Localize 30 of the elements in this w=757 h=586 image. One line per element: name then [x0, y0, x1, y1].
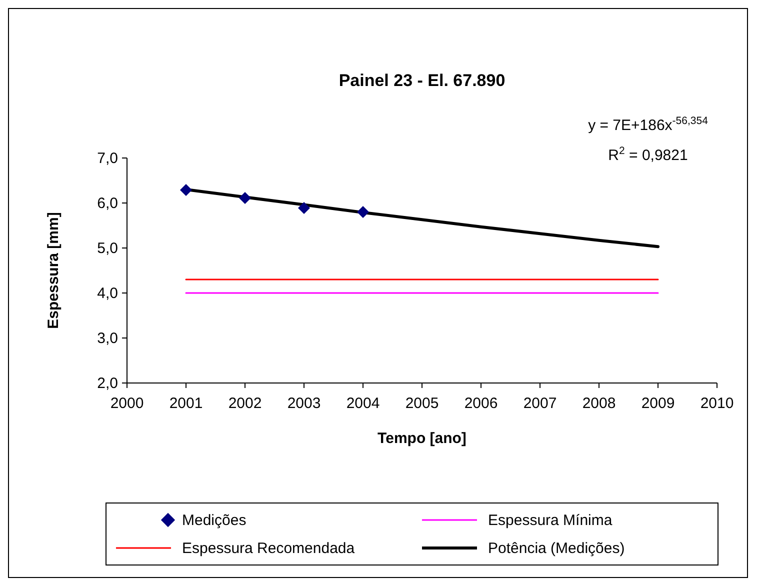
x-tick-label: 2008 [582, 395, 616, 412]
chart-title: Painel 23 - El. 67.890 [338, 71, 506, 90]
point [298, 202, 310, 214]
y-tick-label: 4,0 [97, 285, 118, 302]
x-tick-label: 2010 [700, 395, 734, 412]
x-tick-label: 2005 [405, 395, 439, 412]
y-axis-title: Espessura [mm] [45, 212, 62, 329]
y-tick-label: 7,0 [97, 150, 118, 167]
legend-label: Espessura Mínima [488, 512, 613, 529]
x-tick-label: 2001 [169, 395, 203, 412]
legend-label: Espessura Recomendada [182, 540, 356, 557]
x-tick-label: 2007 [523, 395, 557, 412]
legend-label: Potência (Medições) [488, 540, 625, 557]
x-tick-label: 2000 [110, 395, 144, 412]
x-tick-label: 2003 [287, 395, 321, 412]
x-tick-label: 2006 [464, 395, 498, 412]
annotation: R$^{2}$ = 0,9821 [608, 145, 688, 164]
point [180, 184, 192, 196]
legend-label: Medições [182, 512, 246, 529]
x-tick-label: 2002 [228, 395, 262, 412]
x-tick-label: 2009 [641, 395, 675, 412]
y-tick-label: 6,0 [97, 195, 118, 212]
x-axis-title: Tempo [ano] [378, 430, 466, 447]
x-tick-label: 2004 [346, 395, 380, 412]
y-tick-label: 5,0 [97, 240, 118, 257]
y-tick-label: 3,0 [97, 330, 118, 347]
point [239, 192, 251, 204]
y-tick-label: 2,0 [97, 375, 118, 392]
point [357, 206, 369, 218]
text: y = 7E+186x$^{-56,354}$ [588, 115, 708, 134]
